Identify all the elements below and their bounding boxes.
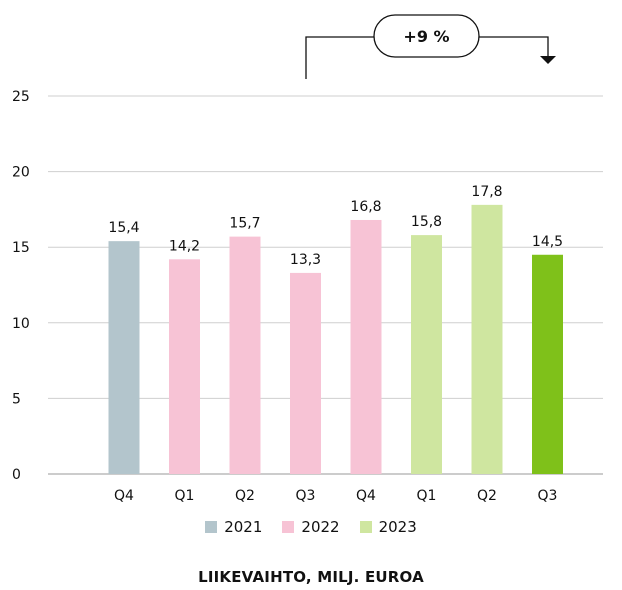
bar — [290, 272, 321, 474]
x-tick-label: Q2 — [235, 488, 255, 504]
x-tick-label: Q4 — [356, 488, 376, 504]
legend-item-2022: 2022 — [282, 518, 340, 536]
legend-label-2021: 2021 — [224, 518, 263, 536]
bar — [229, 236, 261, 474]
annotation-pill — [373, 14, 480, 58]
legend-item-2021: 2021 — [205, 518, 262, 536]
legend: 2021 2022 2023 — [0, 518, 622, 536]
legend-swatch-2023 — [359, 521, 372, 533]
x-tick-label: Q3 — [296, 488, 316, 504]
data-label: 15,7 — [229, 216, 260, 232]
data-label: 13,3 — [290, 252, 321, 268]
x-tick-label: Q1 — [417, 488, 437, 504]
y-tick-label: 10 — [12, 316, 30, 332]
data-label: 16,8 — [350, 199, 381, 215]
data-label: 15,4 — [108, 220, 139, 236]
bar — [411, 235, 442, 474]
y-tick-label: 20 — [12, 165, 30, 181]
x-tick-label: Q4 — [114, 488, 134, 504]
bar — [350, 219, 382, 474]
chart-caption: LIIKEVAIHTO, MILJ. EUROA — [198, 568, 424, 586]
data-labels: 15,4 14,2 15,7 13,3 16,8 15,8 17,8 14,5 — [108, 184, 563, 268]
y-tick-label: 25 — [12, 89, 30, 105]
data-label: 17,8 — [471, 184, 502, 200]
data-label: 14,2 — [169, 238, 200, 254]
gridlines — [48, 95, 603, 475]
annotation-connector — [305, 36, 374, 79]
y-tick-label: 15 — [12, 240, 30, 256]
x-tick-label: Q2 — [477, 488, 497, 504]
bar — [532, 254, 563, 474]
bars — [108, 204, 563, 474]
data-label: 15,8 — [411, 214, 442, 230]
x-tick-label: Q1 — [175, 488, 195, 504]
y-tick-label: 0 — [12, 467, 21, 483]
growth-annotation: +9 % — [305, 14, 556, 79]
arrow-down-icon — [540, 56, 556, 64]
y-tick-label: 5 — [12, 391, 21, 407]
bar — [169, 259, 200, 474]
annotation-connector-right — [479, 36, 549, 56]
legend-swatch-2022 — [282, 521, 295, 533]
legend-swatch-2021 — [205, 521, 218, 533]
legend-label-2022: 2022 — [301, 518, 340, 536]
annotation-text: +9 % — [403, 27, 449, 46]
x-tick-label: Q3 — [538, 488, 558, 504]
x-axis: Q4 Q1 Q2 Q3 Q4 Q1 Q2 Q3 — [114, 488, 557, 504]
legend-item-2023: 2023 — [359, 518, 417, 536]
legend-label-2023: 2023 — [378, 518, 417, 536]
bar — [108, 241, 140, 474]
bar — [471, 204, 503, 474]
y-axis: 0 5 10 15 20 25 — [12, 89, 30, 483]
data-label: 14,5 — [532, 234, 563, 250]
